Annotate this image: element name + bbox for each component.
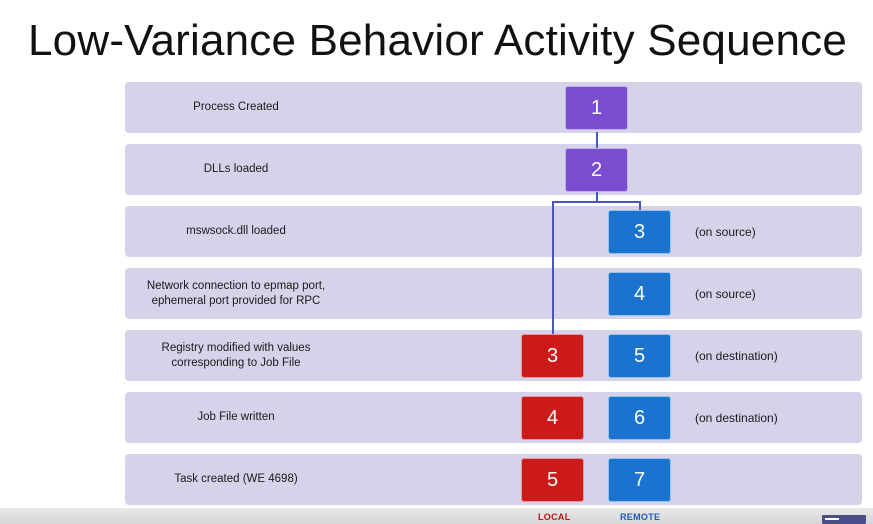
local-step-box: 3 — [521, 334, 584, 378]
remote-step-box: 7 — [608, 458, 671, 502]
row-note: (on destination) — [695, 348, 778, 363]
sequence-row-1: Process Created — [125, 82, 862, 133]
step-2-box: 2 — [565, 148, 628, 192]
local-column-label: LOCAL — [538, 512, 571, 522]
remote-column-label: REMOTE — [620, 512, 661, 522]
row-label: Task created (WE 4698) — [174, 473, 298, 485]
sequence-row-7: Task created (WE 4698) — [125, 454, 862, 505]
remote-branch-line — [639, 201, 641, 211]
row-label: Job File written — [197, 411, 275, 423]
connector-line — [596, 191, 598, 202]
row-label: Registry modified with values correspond… — [161, 341, 311, 369]
local-branch-line — [552, 201, 554, 337]
sequence-row-5: Registry modified with values correspond… — [125, 330, 862, 381]
row-label: Network connection to epmap port, epheme… — [146, 279, 326, 307]
row-label: Process Created — [193, 101, 279, 113]
sequence-row-2: DLLs loaded — [125, 144, 862, 195]
row-label: mswsock.dll loaded — [186, 225, 286, 237]
row-note: (on destination) — [695, 410, 778, 425]
remote-step-box: 3 — [608, 210, 671, 254]
bottom-bar — [0, 508, 873, 524]
local-step-box: 4 — [521, 396, 584, 440]
step-1-box: 1 — [565, 86, 628, 130]
remote-step-box: 4 — [608, 272, 671, 316]
sequence-row-3: mswsock.dll loaded (on source) — [125, 206, 862, 257]
remote-step-box: 5 — [608, 334, 671, 378]
presentation-logo-icon — [822, 515, 866, 524]
connector-line — [596, 132, 598, 148]
row-note: (on source) — [695, 224, 756, 239]
sequence-row-4: Network connection to epmap port, epheme… — [125, 268, 862, 319]
sequence-row-6: Job File written (on destination) — [125, 392, 862, 443]
row-label: DLLs loaded — [203, 163, 269, 175]
local-step-box: 5 — [521, 458, 584, 502]
branch-connector — [552, 201, 641, 203]
remote-step-box: 6 — [608, 396, 671, 440]
row-note: (on source) — [695, 286, 756, 301]
page-title: Low-Variance Behavior Activity Sequence — [28, 16, 847, 65]
